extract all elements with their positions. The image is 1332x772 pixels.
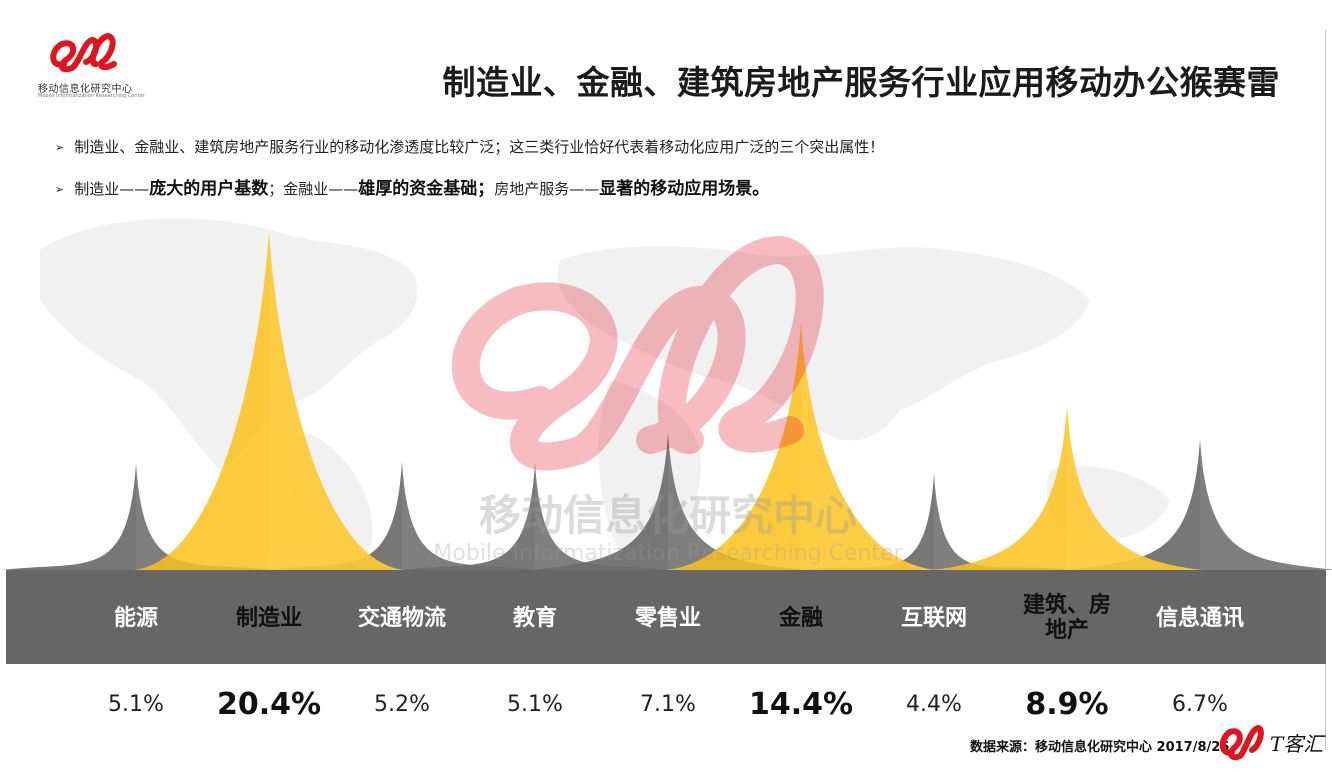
category-label: 能源 bbox=[113, 605, 158, 631]
peak-7 bbox=[932, 405, 1202, 570]
category-label: 互联网 bbox=[900, 605, 967, 631]
logo-mark-icon bbox=[50, 32, 117, 73]
watermark-cn: 移动信息化研究中心 bbox=[479, 491, 857, 540]
value-label: 5.2% bbox=[374, 692, 430, 717]
bullet-1-text: 制造业、金融业、建筑房地产服务行业的移动化渗透度比较广泛；这三类行业恰好代表着移… bbox=[74, 138, 885, 156]
value-label: 14.4% bbox=[748, 687, 854, 722]
bullet-2-text-2: ；金融业—— bbox=[268, 180, 359, 198]
category-label: 交通物流 bbox=[357, 605, 446, 631]
peak-shade-5 bbox=[801, 322, 936, 570]
peak-shade-4 bbox=[668, 433, 803, 570]
peak-shade-2 bbox=[402, 461, 537, 570]
peak-shade-3 bbox=[535, 463, 670, 570]
bullet-1: ➢ 制造业、金融业、建筑房地产服务行业的移动化渗透度比较广泛；这三类行业恰好代表着… bbox=[55, 136, 884, 157]
right-border-line bbox=[1325, 30, 1326, 750]
peak-5 bbox=[666, 322, 936, 570]
peak-4 bbox=[533, 433, 803, 570]
category-label: 零售业 bbox=[634, 605, 701, 631]
peak-shade-7 bbox=[1067, 405, 1202, 570]
bullet-2-text-1: 制造业—— bbox=[74, 180, 150, 198]
value-label: 5.1% bbox=[507, 692, 563, 717]
logo-name-cn: 移动信息化研究中心 bbox=[38, 84, 133, 95]
bullet-2: ➢ 制造业——庞大的用户基数；金融业——雄厚的资金基础；房地产服务——显著的移动应… bbox=[55, 174, 769, 199]
value-label: 4.4% bbox=[906, 692, 962, 717]
peak-shade-6 bbox=[934, 473, 1069, 570]
peak-8 bbox=[1065, 439, 1332, 570]
peak-1 bbox=[134, 232, 404, 570]
logo: 移动信息化研究中心 Mobile Informatization Researc… bbox=[38, 30, 148, 102]
value-label: 20.4% bbox=[216, 687, 322, 722]
value-label: 7.1% bbox=[640, 692, 696, 717]
peak-shade-1 bbox=[269, 232, 404, 570]
corner-brand-text: T客汇 bbox=[1270, 732, 1324, 756]
category-label: 建筑、房地产 bbox=[1022, 593, 1111, 643]
peaks-group bbox=[1, 232, 1332, 570]
category-label: 制造业 bbox=[235, 605, 302, 631]
data-source: 数据来源：移动信息化研究中心 2017/8/26 bbox=[970, 740, 1230, 755]
logo-name-en: Mobile Informatization Researching Cente… bbox=[38, 93, 145, 99]
bullet-2-text-3: 房地产服务—— bbox=[494, 180, 600, 198]
peak-6 bbox=[799, 473, 1069, 570]
peak-shade-0 bbox=[136, 463, 271, 570]
bullet-2-bold-2: 雄厚的资金基础； bbox=[358, 179, 495, 199]
category-label: 信息通讯 bbox=[1155, 605, 1244, 631]
bullet-arrow-icon: ➢ bbox=[55, 141, 65, 154]
watermark-en: Mobile Informatization Researching Cente… bbox=[433, 541, 903, 566]
peak-3 bbox=[400, 463, 670, 570]
value-label: 8.9% bbox=[1025, 687, 1109, 722]
peak-0 bbox=[1, 463, 271, 570]
bullet-2-bold-1: 庞大的用户基数 bbox=[149, 179, 269, 199]
peak-2 bbox=[267, 461, 537, 570]
value-label: 5.1% bbox=[108, 692, 164, 717]
category-band bbox=[6, 570, 1326, 664]
category-label: 金融 bbox=[778, 605, 823, 631]
category-label: 教育 bbox=[512, 605, 557, 631]
bullet-2-bold-3: 显著的移动应用场景。 bbox=[599, 179, 770, 199]
peak-shade-8 bbox=[1200, 439, 1332, 570]
bullet-arrow-icon: ➢ bbox=[55, 183, 65, 196]
corner-logo-icon bbox=[1219, 724, 1264, 761]
watermark-logo bbox=[451, 235, 824, 471]
page-title: 制造业、金融、建筑房地产服务行业应用移动办公猴赛雷 bbox=[442, 63, 1280, 102]
value-label: 6.7% bbox=[1172, 692, 1228, 717]
